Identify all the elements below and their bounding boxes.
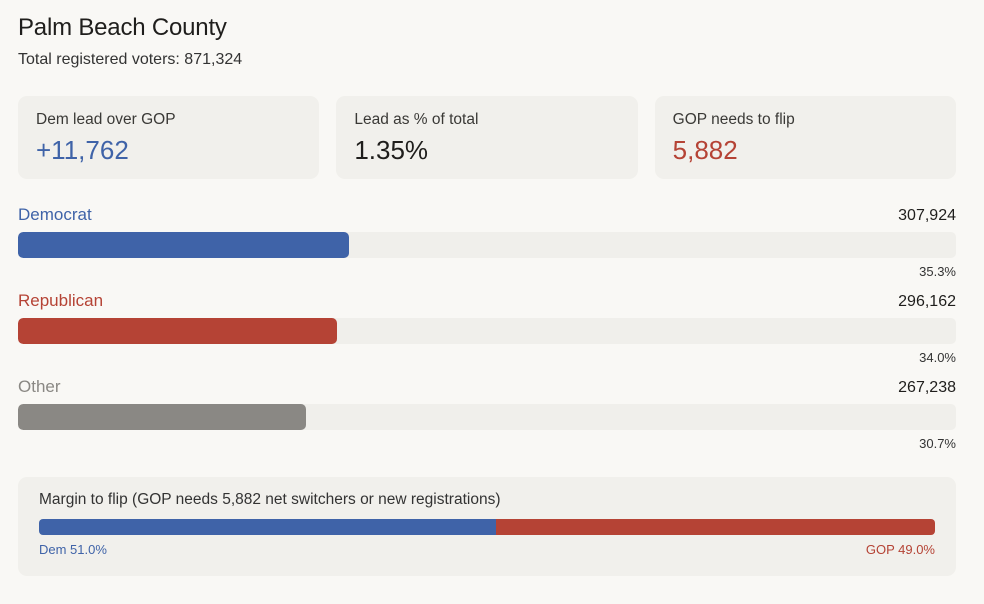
card-label: GOP needs to flip — [672, 111, 795, 128]
party-bar-fill — [18, 404, 306, 430]
card-value: 5,882 — [672, 135, 738, 165]
margin-split-bar — [39, 519, 935, 535]
party-count: 267,238 — [898, 379, 956, 396]
card-value: 1.35% — [354, 135, 429, 165]
gop-flip-card: GOP needs to flip 5,882 — [654, 96, 956, 179]
party-count: 307,924 — [898, 207, 956, 224]
margin-title: Margin to flip (GOP needs 5,882 net swit… — [39, 491, 501, 508]
party-row-democrat: Democrat 307,924 35.3% — [18, 205, 956, 279]
party-percent: 35.3% — [919, 264, 956, 279]
dem-share-label: Dem 51.0% — [39, 542, 107, 557]
party-row-other: Other 267,238 30.7% — [18, 377, 956, 451]
party-bar-track — [18, 318, 956, 344]
party-bar-track — [18, 404, 956, 430]
party-name: Republican — [18, 291, 104, 310]
lead-percent-card: Lead as % of total 1.35% — [336, 96, 638, 179]
card-value: +11,762 — [36, 135, 129, 165]
stat-cards: Dem lead over GOP +11,762 Lead as % of t… — [18, 96, 956, 179]
party-name: Other — [18, 377, 61, 396]
dem-lead-card: Dem lead over GOP +11,762 — [18, 96, 320, 179]
party-bar-fill — [18, 232, 350, 258]
party-row-republican: Republican 296,162 34.0% — [18, 291, 956, 365]
party-name: Democrat — [18, 205, 92, 224]
page-title: Palm Beach County — [18, 14, 227, 41]
margin-to-flip-panel: Margin to flip (GOP needs 5,882 net swit… — [18, 477, 956, 576]
gop-share-label: GOP 49.0% — [865, 542, 935, 557]
party-bar-track — [18, 232, 956, 258]
dem-segment — [39, 519, 496, 535]
card-label: Dem lead over GOP — [36, 111, 176, 128]
card-label: Lead as % of total — [354, 111, 479, 128]
party-percent: 34.0% — [919, 350, 956, 365]
gop-segment — [495, 519, 935, 535]
party-bar-fill — [18, 318, 337, 344]
party-count: 296,162 — [898, 293, 956, 310]
total-registered-voters: Total registered voters: 871,324 — [18, 51, 243, 68]
party-percent: 30.7% — [919, 436, 956, 451]
